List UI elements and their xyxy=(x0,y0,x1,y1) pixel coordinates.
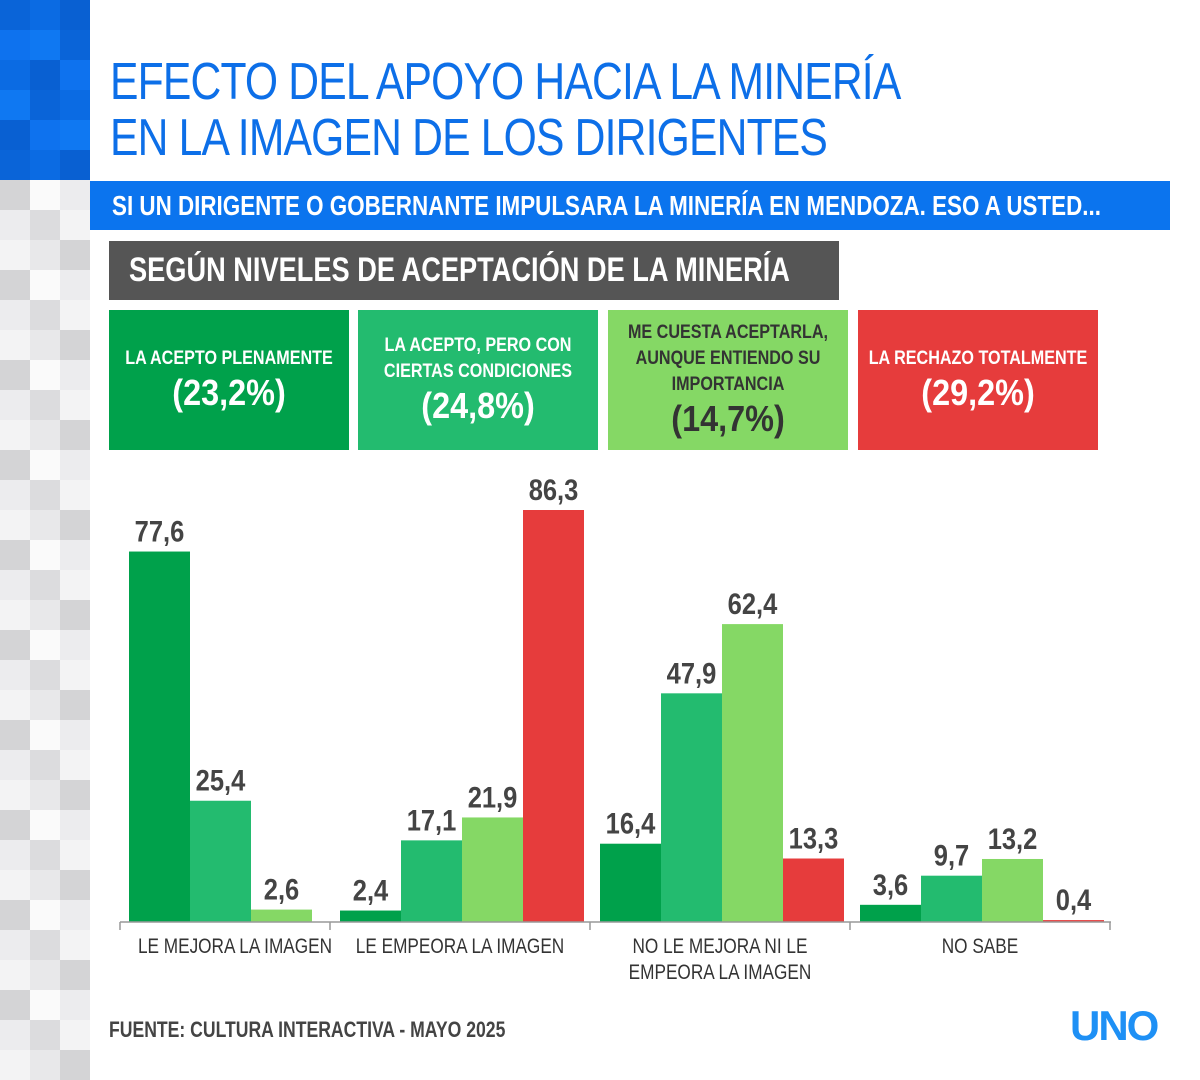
bar xyxy=(860,904,921,922)
data-label: 25,4 xyxy=(196,764,246,797)
section-label-bar: SEGÚN NIVELES DE ACEPTACIÓN DE LA MINERÍ… xyxy=(109,241,839,300)
category-label: EMPEORA LA IMAGEN xyxy=(629,962,812,985)
data-label: 9,7 xyxy=(934,839,969,872)
data-label: 21,9 xyxy=(468,781,518,814)
data-label: 77,6 xyxy=(135,515,185,548)
data-label: 2,6 xyxy=(264,873,299,906)
decorative-pixel-strip xyxy=(0,0,90,1080)
bar xyxy=(462,817,523,922)
title-line-2: EN LA IMAGEN DE LOS DIRIGENTES xyxy=(110,109,828,167)
legend-item: ME CUESTA ACEPTARLA, AUNQUE ENTIENDO SU … xyxy=(608,310,848,450)
subtitle: SI UN DIRIGENTE O GOBERNANTE IMPULSARA L… xyxy=(112,190,1101,221)
legend-item: LA ACEPTO, PERO CON CIERTAS CONDICIONES(… xyxy=(358,310,598,450)
data-label: 47,9 xyxy=(667,656,717,689)
legend-label: ME CUESTA ACEPTARLA, AUNQUE ENTIENDO SU … xyxy=(627,322,829,395)
category-label: LE MEJORA LA IMAGEN xyxy=(138,936,332,959)
category-label: NO SABE xyxy=(942,936,1019,959)
data-label: 0,4 xyxy=(1056,883,1092,916)
category-label: LE EMPEORA LA IMAGEN xyxy=(356,936,564,959)
bar xyxy=(783,858,844,922)
legend-item: LA ACEPTO PLENAMENTE (23,2%) xyxy=(109,310,349,450)
bar xyxy=(340,910,401,922)
bar xyxy=(190,800,251,922)
bar xyxy=(129,551,190,922)
bar xyxy=(600,843,661,922)
section-label: SEGÚN NIVELES DE ACEPTACIÓN DE LA MINERÍ… xyxy=(129,251,790,289)
data-label: 3,6 xyxy=(873,868,908,901)
source-note: FUENTE: CULTURA INTERACTIVA - MAYO 2025 xyxy=(109,1017,506,1042)
subtitle-bar: SI UN DIRIGENTE O GOBERNANTE IMPULSARA L… xyxy=(90,181,1170,230)
bar xyxy=(921,875,982,922)
legend-share: (24,8%) xyxy=(421,385,535,426)
data-label: 13,2 xyxy=(988,822,1038,855)
legend-share: (29,2%) xyxy=(921,372,1035,413)
data-label: 86,3 xyxy=(529,473,579,506)
data-label: 2,4 xyxy=(353,874,389,907)
title-line-1: EFECTO DEL APOYO HACIA LA MINERÍA xyxy=(110,53,901,111)
bar xyxy=(661,693,722,922)
legend-item: LA RECHAZO TOTALMENTE (29,2%) xyxy=(858,310,1098,450)
data-label: 17,1 xyxy=(407,803,457,836)
data-label: 62,4 xyxy=(728,587,778,620)
bar xyxy=(1043,920,1104,922)
data-label: 16,4 xyxy=(606,807,656,840)
bar xyxy=(401,840,462,922)
bar xyxy=(722,624,783,922)
data-label: 13,3 xyxy=(789,822,839,855)
bar xyxy=(523,510,584,922)
bar xyxy=(982,858,1043,922)
legend-label: LA ACEPTO, PERO CON CIERTAS CONDICIONES xyxy=(383,335,573,382)
bar xyxy=(251,909,312,922)
legend-share: (14,7%) xyxy=(671,398,785,439)
legend-share: (23,2%) xyxy=(172,372,286,413)
legend-label: LA RECHAZO TOTALMENTE xyxy=(868,348,1088,369)
legend-label: LA ACEPTO PLENAMENTE xyxy=(125,348,333,369)
uno-logo: UNO xyxy=(1070,1002,1159,1049)
category-label: NO LE MEJORA NI LE xyxy=(633,936,808,959)
